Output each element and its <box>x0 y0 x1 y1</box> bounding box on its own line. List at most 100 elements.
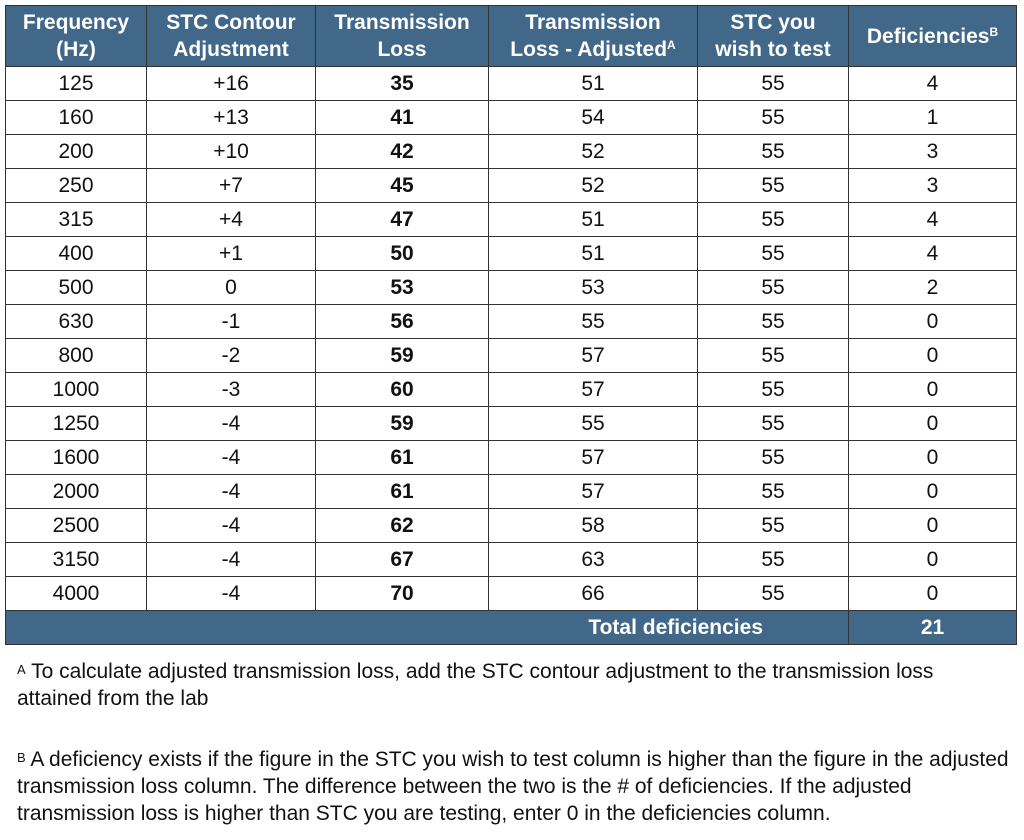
table-row: 250 +7 45 52 55 3 <box>5 168 1017 203</box>
table-cell: 315 <box>5 202 147 237</box>
table-cell: 61 <box>315 474 489 509</box>
table-cell: +4 <box>146 202 316 237</box>
table-cell: 53 <box>488 270 698 305</box>
table-cell: 1 <box>848 100 1017 135</box>
footnote-text: To calculate adjusted transmission loss,… <box>17 660 934 710</box>
table-row: 125 +16 35 51 55 4 <box>5 66 1017 101</box>
table-cell: 51 <box>488 236 698 271</box>
header-text: wish to test <box>715 38 831 61</box>
table-cell: 0 <box>848 576 1017 611</box>
total-value: 21 <box>848 610 1017 645</box>
table-cell: 1600 <box>5 440 147 475</box>
table-cell: 0 <box>146 270 316 305</box>
table-cell: -3 <box>146 372 316 407</box>
table-cell: 2000 <box>5 474 147 509</box>
header-cell: Transmission Loss - AdjustedA <box>488 5 698 67</box>
table-cell: +13 <box>146 100 316 135</box>
table-cell: 0 <box>848 304 1017 339</box>
table-cell: 400 <box>5 236 147 271</box>
table-cell: 160 <box>5 100 147 135</box>
table-cell: 3 <box>848 134 1017 169</box>
table-cell: 47 <box>315 202 489 237</box>
table-cell: 0 <box>848 406 1017 441</box>
table-cell: 4000 <box>5 576 147 611</box>
table-cell: 62 <box>315 508 489 543</box>
table-row: 2000 -4 61 57 55 0 <box>5 474 1017 509</box>
table-cell: 3 <box>848 168 1017 203</box>
table-cell: 63 <box>488 542 698 577</box>
table-cell: -2 <box>146 338 316 373</box>
table-row: 500 0 53 53 55 2 <box>5 270 1017 305</box>
table-cell: 60 <box>315 372 489 407</box>
table-row: 1250 -4 59 55 55 0 <box>5 406 1017 441</box>
table-cell: 55 <box>697 304 849 339</box>
table-cell: +10 <box>146 134 316 169</box>
table-row: 3150 -4 67 63 55 0 <box>5 542 1017 577</box>
table-cell: 45 <box>315 168 489 203</box>
table-cell: 66 <box>488 576 698 611</box>
total-row: Total deficiencies 21 <box>5 610 1017 645</box>
table-cell: 0 <box>848 508 1017 543</box>
table-cell: 58 <box>488 508 698 543</box>
table-cell: +16 <box>146 66 316 101</box>
table-cell: 55 <box>697 100 849 135</box>
table-row: 1600 -4 61 57 55 0 <box>5 440 1017 475</box>
table-cell: 70 <box>315 576 489 611</box>
total-label: Total deficiencies <box>5 610 849 645</box>
table-cell: 52 <box>488 168 698 203</box>
header-row: Frequency (Hz) STC Contour Adjustment Transm… <box>5 5 1017 67</box>
table-cell: 59 <box>315 406 489 441</box>
table-cell: 53 <box>315 270 489 305</box>
table-cell: -4 <box>146 508 316 543</box>
table-cell: -4 <box>146 406 316 441</box>
table-cell: +1 <box>146 236 316 271</box>
table-cell: 56 <box>315 304 489 339</box>
table-cell: 4 <box>848 202 1017 237</box>
table-cell: 42 <box>315 134 489 169</box>
table-cell: 4 <box>848 236 1017 271</box>
table-cell: 55 <box>697 168 849 203</box>
header-text: Adjustment <box>173 38 289 61</box>
table-cell: 35 <box>315 66 489 101</box>
table-cell: 500 <box>5 270 147 305</box>
table-cell: 1000 <box>5 372 147 407</box>
table-cell: 55 <box>697 134 849 169</box>
table-cell: 55 <box>697 372 849 407</box>
header-cell: STC you wish to test <box>697 5 849 67</box>
table-cell: 52 <box>488 134 698 169</box>
footnote-b: B A deficiency exists if the figure in t… <box>17 746 1012 827</box>
table-cell: 41 <box>315 100 489 135</box>
table-cell: 0 <box>848 474 1017 509</box>
footnote-a: A To calculate adjusted transmission los… <box>17 658 1012 712</box>
table-cell: 55 <box>697 270 849 305</box>
table-cell: 55 <box>697 474 849 509</box>
table-cell: 55 <box>488 406 698 441</box>
footnote-marker: A <box>17 662 26 677</box>
table-cell: 0 <box>848 372 1017 407</box>
header-text: (Hz) <box>56 38 96 61</box>
table-cell: 54 <box>488 100 698 135</box>
table-cell: 59 <box>315 338 489 373</box>
header-cell: Frequency (Hz) <box>5 5 147 67</box>
table-cell: 125 <box>5 66 147 101</box>
table-cell: 2500 <box>5 508 147 543</box>
table-cell: -4 <box>146 440 316 475</box>
table-cell: 57 <box>488 338 698 373</box>
footnote-marker: B <box>17 750 26 765</box>
table-cell: 51 <box>488 202 698 237</box>
header-cell: STC Contour Adjustment <box>146 5 316 67</box>
header-text: Frequency <box>22 11 130 34</box>
table-cell: 55 <box>697 338 849 373</box>
header-cell: DeficienciesB <box>848 5 1017 67</box>
table-wrap: Frequency (Hz) STC Contour Adjustment Transm… <box>5 5 1017 645</box>
table-row: 315 +4 47 51 55 4 <box>5 202 1017 237</box>
table-cell: 4 <box>848 66 1017 101</box>
table-cell: -4 <box>146 542 316 577</box>
table-cell: 55 <box>697 406 849 441</box>
table-cell: -4 <box>146 474 316 509</box>
table-cell: 55 <box>697 508 849 543</box>
table-cell: 0 <box>848 440 1017 475</box>
table-cell: 200 <box>5 134 147 169</box>
table-cell: 1250 <box>5 406 147 441</box>
